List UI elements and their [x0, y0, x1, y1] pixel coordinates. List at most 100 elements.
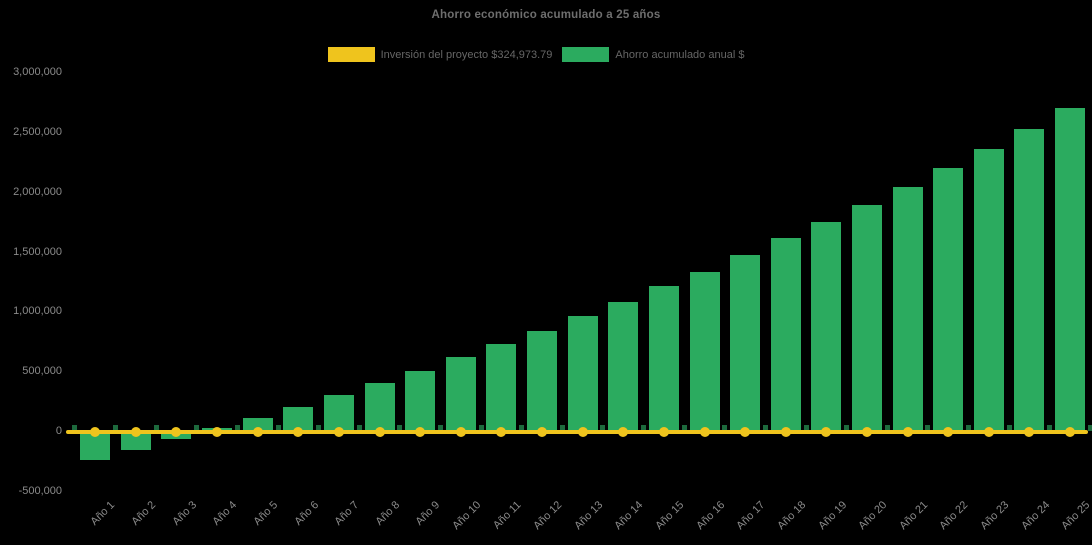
- x-axis-label-ano-16: Año 16: [693, 499, 727, 533]
- bar-ano-13: [567, 316, 598, 432]
- x-axis-label-ano-23: Año 23: [978, 499, 1012, 533]
- bar-ano-19: [811, 221, 842, 432]
- investment-line-marker: [293, 427, 304, 437]
- bar-ano-16: [689, 271, 720, 432]
- y-axis-label: 2,500,000: [13, 125, 62, 138]
- x-axis-label-ano-12: Año 12: [531, 499, 565, 533]
- x-axis-tick: [153, 424, 159, 431]
- legend-swatch-inversion: [327, 47, 375, 62]
- investment-line-marker: [983, 427, 994, 437]
- bar-ano-25: [1055, 107, 1086, 432]
- x-axis-tick: [722, 424, 728, 431]
- y-axis-label: 0: [55, 425, 62, 438]
- x-axis-tick: [275, 424, 281, 431]
- x-axis-label-ano-5: Año 5: [251, 499, 281, 528]
- x-axis-label-ano-20: Año 20: [856, 499, 890, 533]
- x-axis-label-ano-22: Año 22: [937, 499, 971, 533]
- x-axis-tick: [234, 424, 240, 431]
- bar-ano-22: [933, 167, 964, 432]
- x-axis-label-ano-11: Año 11: [491, 499, 524, 532]
- x-axis-tick: [681, 424, 687, 431]
- y-axis-label: 1,500,000: [13, 245, 62, 258]
- x-axis-tick: [194, 424, 200, 431]
- investment-line-marker: [618, 427, 629, 437]
- legend-swatch-ahorro: [562, 47, 610, 62]
- investment-line-marker: [171, 427, 182, 437]
- investment-line-marker: [699, 427, 710, 437]
- x-axis-tick: [72, 424, 78, 431]
- x-axis-label-ano-6: Año 6: [291, 499, 321, 528]
- x-axis-label-ano-14: Año 14: [612, 499, 646, 533]
- x-axis-tick: [600, 424, 606, 431]
- x-axis-tick: [641, 424, 647, 431]
- investment-line-marker: [861, 427, 872, 437]
- bar-ano-20: [851, 204, 882, 432]
- x-axis-tick: [844, 424, 850, 431]
- x-axis-tick: [1006, 424, 1012, 431]
- investment-line-marker: [943, 427, 954, 437]
- x-axis-label-ano-3: Año 3: [170, 499, 199, 528]
- chart-title: Ahorro económico acumulado a 25 años: [431, 9, 661, 21]
- bar-ano-7: [323, 395, 354, 432]
- x-axis-tick: [113, 424, 119, 431]
- x-axis-tick: [397, 424, 403, 431]
- bar-ano-17: [730, 255, 761, 432]
- y-axis-label: 3,000,000: [13, 66, 62, 78]
- x-axis-tick: [884, 424, 890, 431]
- legend-item-inversion: Inversión del proyecto $324,973.79: [327, 47, 553, 62]
- investment-line-marker: [780, 427, 791, 437]
- y-axis-label: 2,000,000: [13, 185, 62, 198]
- investment-line-marker: [333, 427, 344, 437]
- investment-line-marker: [577, 427, 588, 437]
- x-axis-tick: [966, 424, 972, 431]
- investment-line-marker: [1065, 427, 1076, 437]
- x-axis-tick: [803, 424, 809, 431]
- legend-label-inversion: Inversión del proyecto $324,973.79: [380, 48, 553, 61]
- investment-line-marker: [902, 427, 913, 437]
- x-axis-tick: [925, 424, 931, 431]
- investment-line: [66, 430, 1088, 434]
- x-axis-label-ano-17: Año 17: [734, 499, 768, 533]
- y-axis-label: -500,000: [18, 484, 62, 497]
- x-axis-tick: [519, 424, 525, 431]
- y-axis-label: 1,000,000: [13, 305, 62, 318]
- x-axis-tick: [762, 424, 768, 431]
- investment-line-marker: [537, 427, 548, 437]
- x-axis-label-ano-21: Año 21: [896, 499, 931, 533]
- bar-ano-5: [242, 417, 273, 432]
- bar-ano-11: [486, 343, 517, 432]
- x-axis-label-ano-15: Año 15: [653, 499, 687, 533]
- investment-line-marker: [455, 427, 466, 437]
- bar-ano-10: [445, 356, 476, 432]
- x-axis-label-ano-4: Año 4: [210, 499, 240, 528]
- y-axis-label: 500,000: [22, 365, 62, 378]
- bar-ano-23: [973, 148, 1004, 432]
- bar-ano-6: [283, 407, 314, 432]
- x-axis-tick: [316, 424, 322, 431]
- investment-line-marker: [212, 427, 223, 437]
- investment-line-marker: [740, 427, 751, 437]
- x-axis-label-ano-13: Año 13: [571, 499, 606, 533]
- x-axis-label-ano-7: Año 7: [332, 499, 362, 528]
- bar-ano-24: [1014, 129, 1045, 432]
- bar-ano-2: [120, 431, 151, 451]
- bar-ano-14: [608, 301, 639, 432]
- investment-line-marker: [821, 427, 832, 437]
- x-axis-tick: [559, 424, 565, 431]
- x-axis-tick: [478, 424, 484, 431]
- bar-ano-18: [770, 238, 801, 432]
- legend: Inversión del proyecto $324,973.79 Ahorr…: [0, 47, 1072, 62]
- x-axis-label-ano-19: Año 19: [815, 499, 849, 533]
- investment-line-marker: [658, 427, 669, 437]
- investment-line-marker: [252, 427, 263, 437]
- legend-item-ahorro: Ahorro acumulado anual $: [562, 47, 744, 62]
- investment-line-marker: [374, 427, 385, 437]
- legend-label-ahorro: Ahorro acumulado anual $: [615, 48, 745, 61]
- x-axis-tick: [437, 424, 443, 431]
- x-axis-label-ano-18: Año 18: [775, 499, 809, 533]
- x-axis-label-ano-1: Año 1: [88, 499, 118, 528]
- x-axis-label-ano-25: Año 25: [1059, 499, 1092, 533]
- bar-ano-8: [364, 382, 395, 432]
